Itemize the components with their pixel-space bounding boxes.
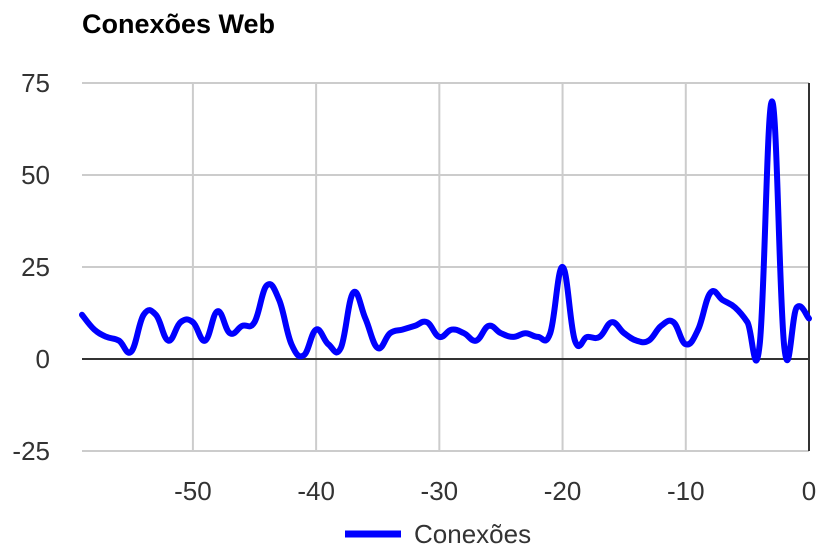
legend: Conexões: [345, 519, 531, 549]
x-tick-label: 0: [802, 476, 816, 506]
y-tick-label: 25: [21, 252, 50, 282]
axis-layer: -25 0 25 50 75 -50 -40 -30 -20 -10 0: [12, 68, 816, 506]
chart-title: Conexões Web: [82, 9, 275, 39]
x-tick-label: -30: [421, 476, 459, 506]
x-tick-label: -20: [544, 476, 582, 506]
x-tick-label: -40: [297, 476, 335, 506]
y-tick-label: 75: [21, 68, 50, 98]
y-tick-label: -25: [12, 436, 50, 466]
series-line-conexoes: [79, 98, 812, 364]
y-tick-label: 0: [36, 344, 50, 374]
legend-label-conexoes: Conexões: [414, 519, 531, 549]
y-tick-label: 50: [21, 160, 50, 190]
series-layer: [79, 98, 812, 364]
x-tick-label: -10: [667, 476, 705, 506]
grid-layer: [82, 82, 809, 452]
x-tick-label: -50: [174, 476, 212, 506]
